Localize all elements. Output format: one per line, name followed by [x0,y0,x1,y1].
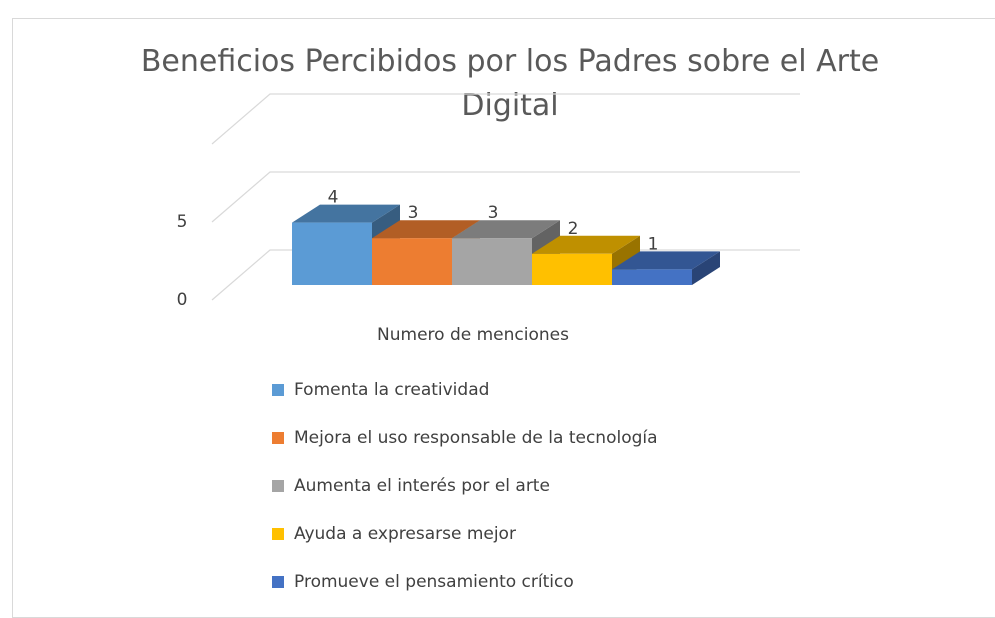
bar [532,253,612,285]
y-tick-label: 5 [177,212,188,232]
bar-top [612,251,720,270]
legend-swatch [272,480,284,492]
legend-label: Ayuda a expresarse mejor [294,524,516,544]
legend-swatch [272,528,284,540]
legend-swatch [272,432,284,444]
bar [452,238,532,285]
data-label: 3 [408,203,419,223]
legend-label: Fomenta la creatividad [294,380,489,400]
bar-top [292,204,400,223]
bar [612,269,692,285]
bar-side [692,251,720,285]
legend-label: Aumenta el interés por el arte [294,476,550,496]
x-axis-category: Numero de menciones [377,325,569,345]
grid-line [211,171,800,223]
legend-label: Promueve el pensamiento crítico [294,572,574,592]
data-label: 3 [488,203,499,223]
y-tick-label: 0 [177,290,188,310]
data-label: 4 [328,188,339,208]
bar-top [452,220,560,239]
bar-top [372,220,480,239]
legend-label: Mejora el uso responsable de la tecnolog… [294,428,658,448]
bar-top [532,235,640,254]
data-label: 1 [648,234,659,254]
legend-swatch [272,384,284,396]
data-label: 2 [568,219,579,239]
bar [292,222,372,285]
grid-line [211,93,800,145]
legend-swatch [272,576,284,588]
bar [372,238,452,285]
